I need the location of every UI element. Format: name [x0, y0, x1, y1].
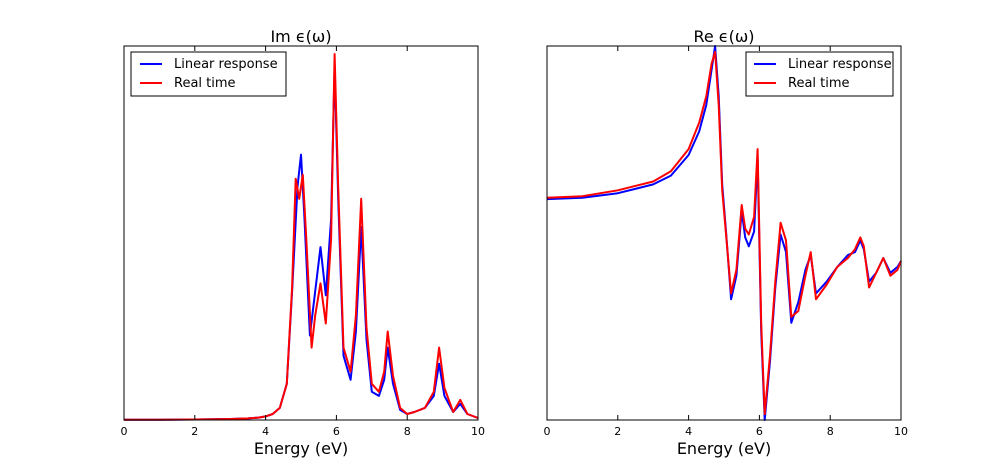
- x-ticks: 0 2 4 6 8 10: [544, 46, 908, 438]
- x-tick-label: 6: [756, 425, 763, 438]
- legend: Linear response Real time: [745, 51, 894, 97]
- series-layer: [123, 53, 479, 421]
- legend-label-real-time: Real time: [788, 76, 850, 91]
- x-tick-label: 2: [614, 425, 621, 438]
- re-epsilon-panel: Re ϵ(ω) 0 2 4 6 8 10 Energy (eV) Linear respo…: [544, 27, 909, 458]
- x-tick-label: 8: [404, 425, 411, 438]
- legend-label-linear-response: Linear response: [174, 57, 278, 72]
- x-tick-label: 2: [191, 425, 198, 438]
- x-axis-label: Energy (eV): [254, 439, 348, 458]
- x-ticks: 0 2 4 6 8 10: [121, 46, 485, 438]
- legend-label-linear-response: Linear response: [788, 57, 892, 72]
- x-tick-label: 4: [685, 425, 692, 438]
- x-tick-label: 0: [544, 425, 551, 438]
- legend-box: [130, 51, 287, 97]
- x-tick-label: 10: [894, 425, 908, 438]
- chart-title: Im ϵ(ω): [270, 27, 331, 46]
- series-line-linear-response: [123, 65, 479, 421]
- series-line-real-time: [546, 50, 902, 416]
- x-tick-label: 4: [262, 425, 269, 438]
- x-tick-label: 10: [471, 425, 485, 438]
- x-tick-label: 6: [333, 425, 340, 438]
- series-layer: [546, 45, 902, 421]
- x-tick-label: 8: [827, 425, 834, 438]
- series-line-linear-response: [546, 45, 902, 421]
- legend: Linear response Real time: [130, 51, 287, 97]
- legend-box: [745, 51, 894, 97]
- plot-frame: [123, 45, 479, 421]
- im-epsilon-panel: Im ϵ(ω) 0 2 4 6 8 10 Energy (eV) Linear respo…: [121, 27, 486, 458]
- x-tick-label: 0: [121, 425, 128, 438]
- plot-frame: [546, 45, 902, 421]
- series-line-real-time: [123, 53, 479, 421]
- x-axis-label: Energy (eV): [677, 439, 771, 458]
- legend-label-real-time: Real time: [174, 76, 236, 91]
- chart-title: Re ϵ(ω): [693, 27, 754, 46]
